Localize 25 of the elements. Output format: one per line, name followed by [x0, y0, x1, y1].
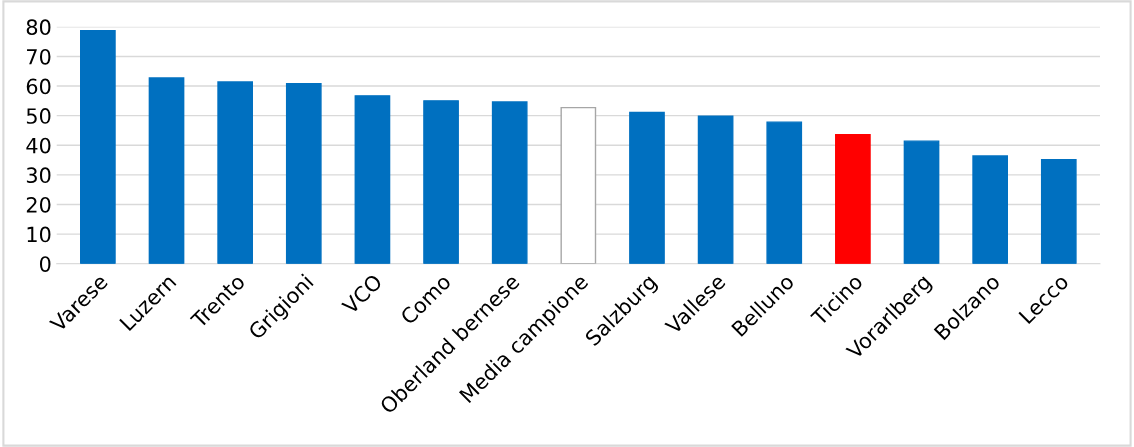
bar [491, 101, 528, 264]
bar [217, 81, 254, 264]
bar [1040, 159, 1077, 264]
bar [560, 106, 597, 264]
y-tick-label: 40 [26, 137, 51, 154]
y-tick-label: 30 [26, 167, 51, 184]
bar [354, 95, 391, 264]
bar [148, 77, 185, 264]
bar [285, 82, 322, 264]
y-tick-label: 10 [27, 226, 51, 243]
bar [903, 140, 940, 264]
y-tick-label: 60 [26, 78, 51, 95]
x-tick-label: VCO [340, 273, 383, 316]
bar [766, 121, 803, 264]
y-tick-label: 70 [27, 48, 51, 65]
bar [629, 111, 665, 264]
bar [80, 29, 116, 264]
y-tick-label: 0 [39, 256, 51, 272]
bar [423, 100, 459, 264]
y-tick-label: 80 [26, 19, 51, 36]
bar [697, 115, 734, 264]
y-tick-label: 20 [26, 196, 51, 213]
y-tick-label: 50 [26, 108, 51, 124]
bar [972, 155, 1009, 264]
bar [835, 133, 871, 264]
